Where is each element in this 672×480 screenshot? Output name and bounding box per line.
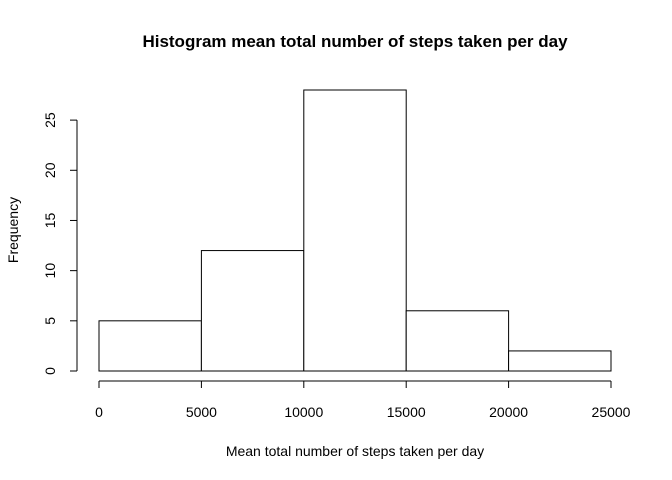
histogram-bar-2 bbox=[303, 89, 407, 372]
y-tick-label-3: 15 bbox=[42, 212, 58, 228]
y-axis-label: Frequency bbox=[5, 197, 21, 263]
y-tick-label-1: 5 bbox=[42, 317, 58, 325]
x-axis-label: Mean total number of steps taken per day bbox=[226, 443, 484, 459]
y-tick-label-0: 0 bbox=[42, 367, 58, 375]
x-tick-label-4: 20000 bbox=[489, 404, 528, 420]
x-tick-label-1: 5000 bbox=[186, 404, 217, 420]
y-tick-label-5: 25 bbox=[42, 112, 58, 128]
x-tick-label-2: 10000 bbox=[284, 404, 323, 420]
y-tick-label-4: 20 bbox=[42, 162, 58, 178]
histogram-bar-4 bbox=[508, 350, 612, 372]
histogram-bar-0 bbox=[98, 320, 202, 372]
y-tick-label-2: 10 bbox=[42, 263, 58, 279]
x-tick-label-3: 15000 bbox=[387, 404, 426, 420]
histogram-bar-1 bbox=[200, 250, 305, 372]
y-axis: 0 5 10 15 20 25 bbox=[42, 112, 78, 375]
x-tick-label-5: 25000 bbox=[592, 404, 631, 420]
x-tick-label-0: 0 bbox=[95, 404, 103, 420]
bars-group bbox=[98, 89, 612, 372]
x-axis: 0 5000 10000 15000 20000 25000 bbox=[95, 380, 631, 420]
histogram-bar-3 bbox=[405, 310, 510, 372]
chart-title: Histogram mean total number of steps tak… bbox=[142, 32, 568, 51]
